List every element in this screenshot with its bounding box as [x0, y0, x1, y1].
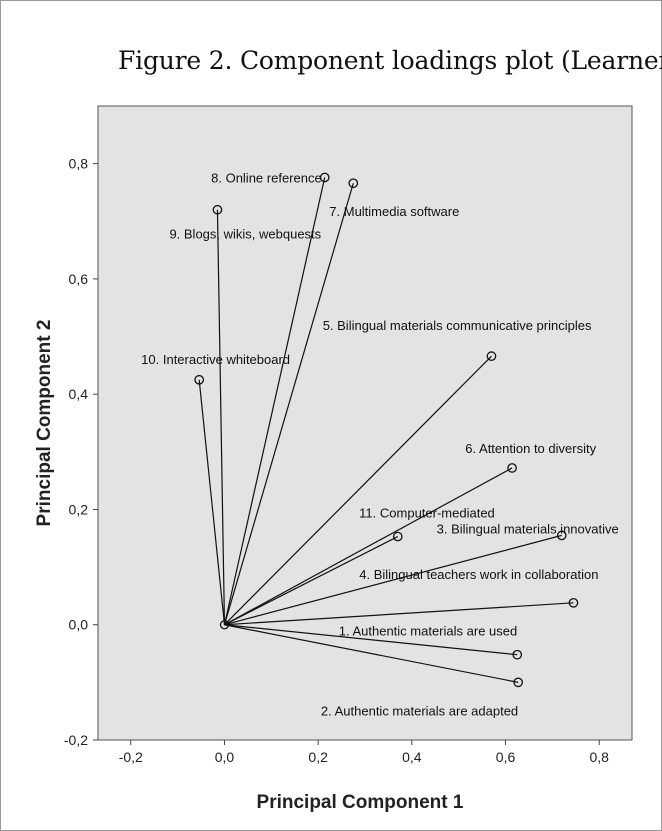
- point-label: 11. Computer-mediated: [359, 506, 495, 521]
- y-tick-label: 0,8: [69, 156, 89, 172]
- vectors-layer: [194, 172, 579, 688]
- loading-point: [212, 204, 223, 215]
- loading-vector: [223, 177, 326, 625]
- loading-vector: [224, 467, 513, 626]
- plot-area: [97, 105, 633, 741]
- x-tick-label: 0,8: [589, 749, 609, 765]
- loading-vector: [198, 379, 226, 625]
- point-label: 8. Online reference: [211, 170, 322, 185]
- x-tick-label: 0,6: [496, 749, 516, 765]
- axes-layer: -0,2 0,0 0,2 0,4 0,6 0,8 -0,2 0,0 0,2 0,4 0,6 0,8: [64, 156, 609, 765]
- point-label: 10. Interactive whiteboard: [141, 352, 290, 367]
- y-tick-label: -0,2: [64, 732, 88, 748]
- loading-vector: [216, 209, 226, 625]
- loading-point: [513, 677, 524, 688]
- loading-point: [194, 374, 205, 385]
- x-tick-label: 0,0: [215, 749, 235, 765]
- figure-title: Figure 2. Component loadings plot (Learn…: [118, 46, 662, 75]
- labels-layer: 1. Authentic materials are used 2. Authen…: [141, 170, 619, 718]
- x-axis-title: Principal Component 1: [257, 792, 464, 813]
- x-tick-label: 0,4: [402, 749, 422, 765]
- x-tick-label: 0,2: [308, 749, 328, 765]
- point-label: 9. Blogs, wikis, webquests: [169, 227, 321, 242]
- loading-point: [568, 597, 579, 608]
- point-label: 2. Authentic materials are adapted: [321, 703, 518, 718]
- point-label: 1. Authentic materials are used: [339, 624, 518, 639]
- loading-vector: [224, 536, 399, 626]
- loading-vector: [224, 355, 492, 626]
- y-tick-label: 0,2: [69, 501, 89, 517]
- loading-vector: [224, 534, 562, 626]
- point-label: 5. Bilingual materials communicative pri…: [323, 318, 592, 333]
- loading-point: [512, 649, 523, 660]
- loading-point: [507, 463, 517, 473]
- loading-vector: [223, 183, 354, 625]
- loading-vector: [224, 624, 519, 683]
- origin-point: [219, 620, 230, 630]
- point-label: 7. Multimedia software: [329, 204, 459, 219]
- point-label: 3. Bilingual materials innovative: [437, 521, 619, 536]
- y-tick-label: 0,6: [69, 271, 89, 287]
- loading-point: [392, 531, 403, 542]
- x-tick-label: -0,2: [119, 749, 143, 765]
- loading-point: [348, 178, 359, 189]
- y-axis-title: Principal Component 2: [34, 320, 55, 527]
- loading-point: [319, 172, 330, 183]
- y-tick-label: 0,4: [69, 386, 89, 402]
- loading-point: [486, 351, 497, 361]
- loading-vector: [224, 624, 518, 656]
- loading-point: [556, 530, 567, 541]
- point-label: 4. Bilingual teachers work in collaborat…: [359, 567, 598, 582]
- y-tick-label: 0,0: [69, 617, 89, 633]
- loading-vector: [224, 602, 574, 626]
- point-label: 6. Attention to diversity: [465, 441, 596, 456]
